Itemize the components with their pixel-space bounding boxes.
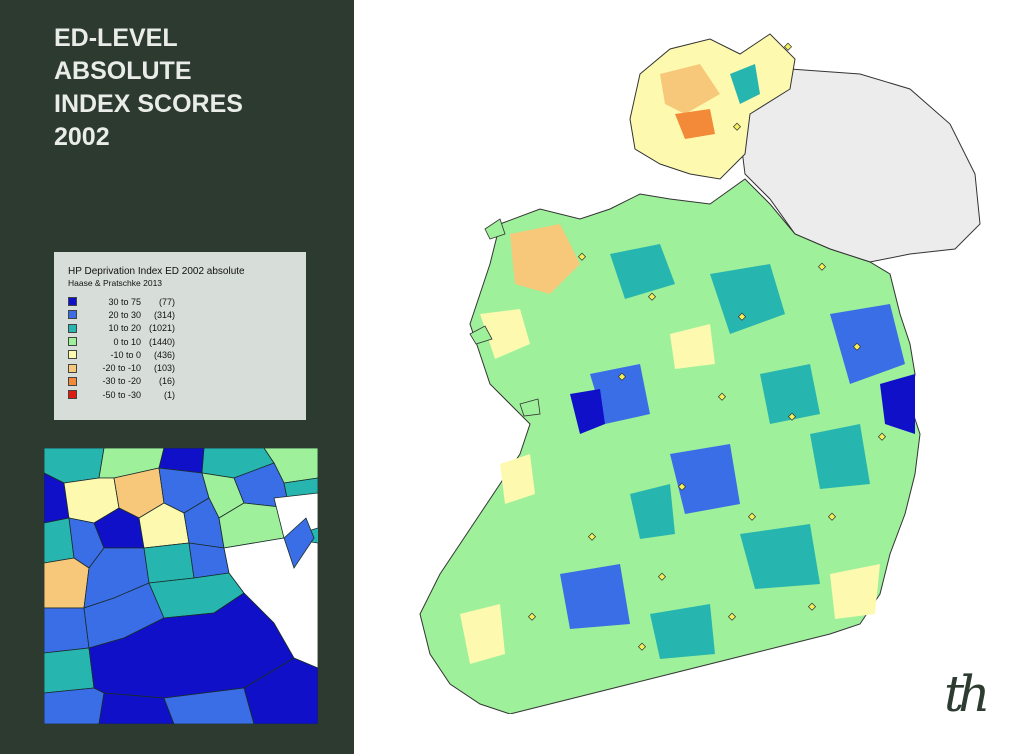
offshore-islands: [469, 218, 541, 417]
legend-range: 20 to 30: [108, 309, 141, 320]
legend-count: (436): [153, 349, 175, 360]
legend-range: -10 to 0: [110, 349, 141, 360]
deprivation-patches: [460, 64, 915, 664]
legend-row: -50 to -30 (1): [68, 388, 306, 401]
sidebar-panel: ED-LEVEL ABSOLUTE INDEX SCORES 2002 HP D…: [0, 0, 354, 754]
legend-swatch: [68, 323, 77, 333]
legend-count: (16): [158, 376, 175, 387]
inset-map-svg: [44, 448, 318, 724]
ireland-map: [410, 14, 1010, 715]
legend-count: (1): [164, 389, 175, 400]
legend-range: -20 to -10: [102, 363, 141, 374]
legend-range: -50 to -30: [102, 389, 141, 400]
title-line-3: INDEX SCORES: [54, 90, 243, 118]
dublin-inset-map: [44, 448, 318, 724]
legend-swatch: [68, 363, 77, 373]
legend-swatch: [68, 350, 77, 360]
town-markers: [527, 42, 887, 651]
legend-count: (314): [153, 309, 175, 320]
legend-row: 30 to 75 (77): [68, 295, 306, 308]
legend-swatch: [68, 376, 77, 386]
title-line-1: ED-LEVEL: [54, 24, 178, 52]
legend-count: (103): [153, 363, 175, 374]
legend-count: (77): [158, 296, 175, 307]
legend-swatch: [68, 390, 77, 400]
inset-peninsula: [283, 517, 315, 569]
legend-row: 10 to 20 (1021): [68, 322, 306, 335]
northern-ireland-region: [739, 68, 981, 263]
legend-count: (1021): [148, 323, 175, 334]
legend-title: HP Deprivation Index ED 2002 absolute: [68, 266, 245, 277]
title-line-4: 2002: [54, 123, 110, 151]
legend-row: 0 to 10 (1440): [68, 335, 306, 348]
legend-rows: 30 to 75 (77) 20 to 30 (314) 10 to 20 (1021) 0…: [68, 295, 306, 401]
legend-swatch: [68, 310, 77, 320]
legend-row: -20 to -10 (103): [68, 361, 306, 374]
ireland-map-svg: [419, 33, 981, 715]
th-logo: th: [944, 665, 990, 723]
legend-swatch: [68, 297, 77, 307]
map-legend: HP Deprivation Index ED 2002 absolute Ha…: [54, 252, 306, 420]
legend-range: -30 to -20: [102, 376, 141, 387]
legend-range: 30 to 75: [108, 296, 141, 307]
legend-source: Haase & Pratschke 2013: [68, 278, 163, 288]
legend-swatch: [68, 337, 77, 347]
legend-range: 10 to 20: [108, 323, 141, 334]
page-title: ED-LEVEL ABSOLUTE INDEX SCORES 2002: [54, 22, 334, 154]
title-line-2: ABSOLUTE: [54, 57, 192, 85]
legend-row: 20 to 30 (314): [68, 308, 306, 321]
legend-count: (1440): [148, 336, 175, 347]
inset-districts: [44, 448, 318, 724]
legend-row: -10 to 0 (436): [68, 348, 306, 361]
legend-range: 0 to 10: [113, 336, 141, 347]
legend-row: -30 to -20 (16): [68, 375, 306, 388]
